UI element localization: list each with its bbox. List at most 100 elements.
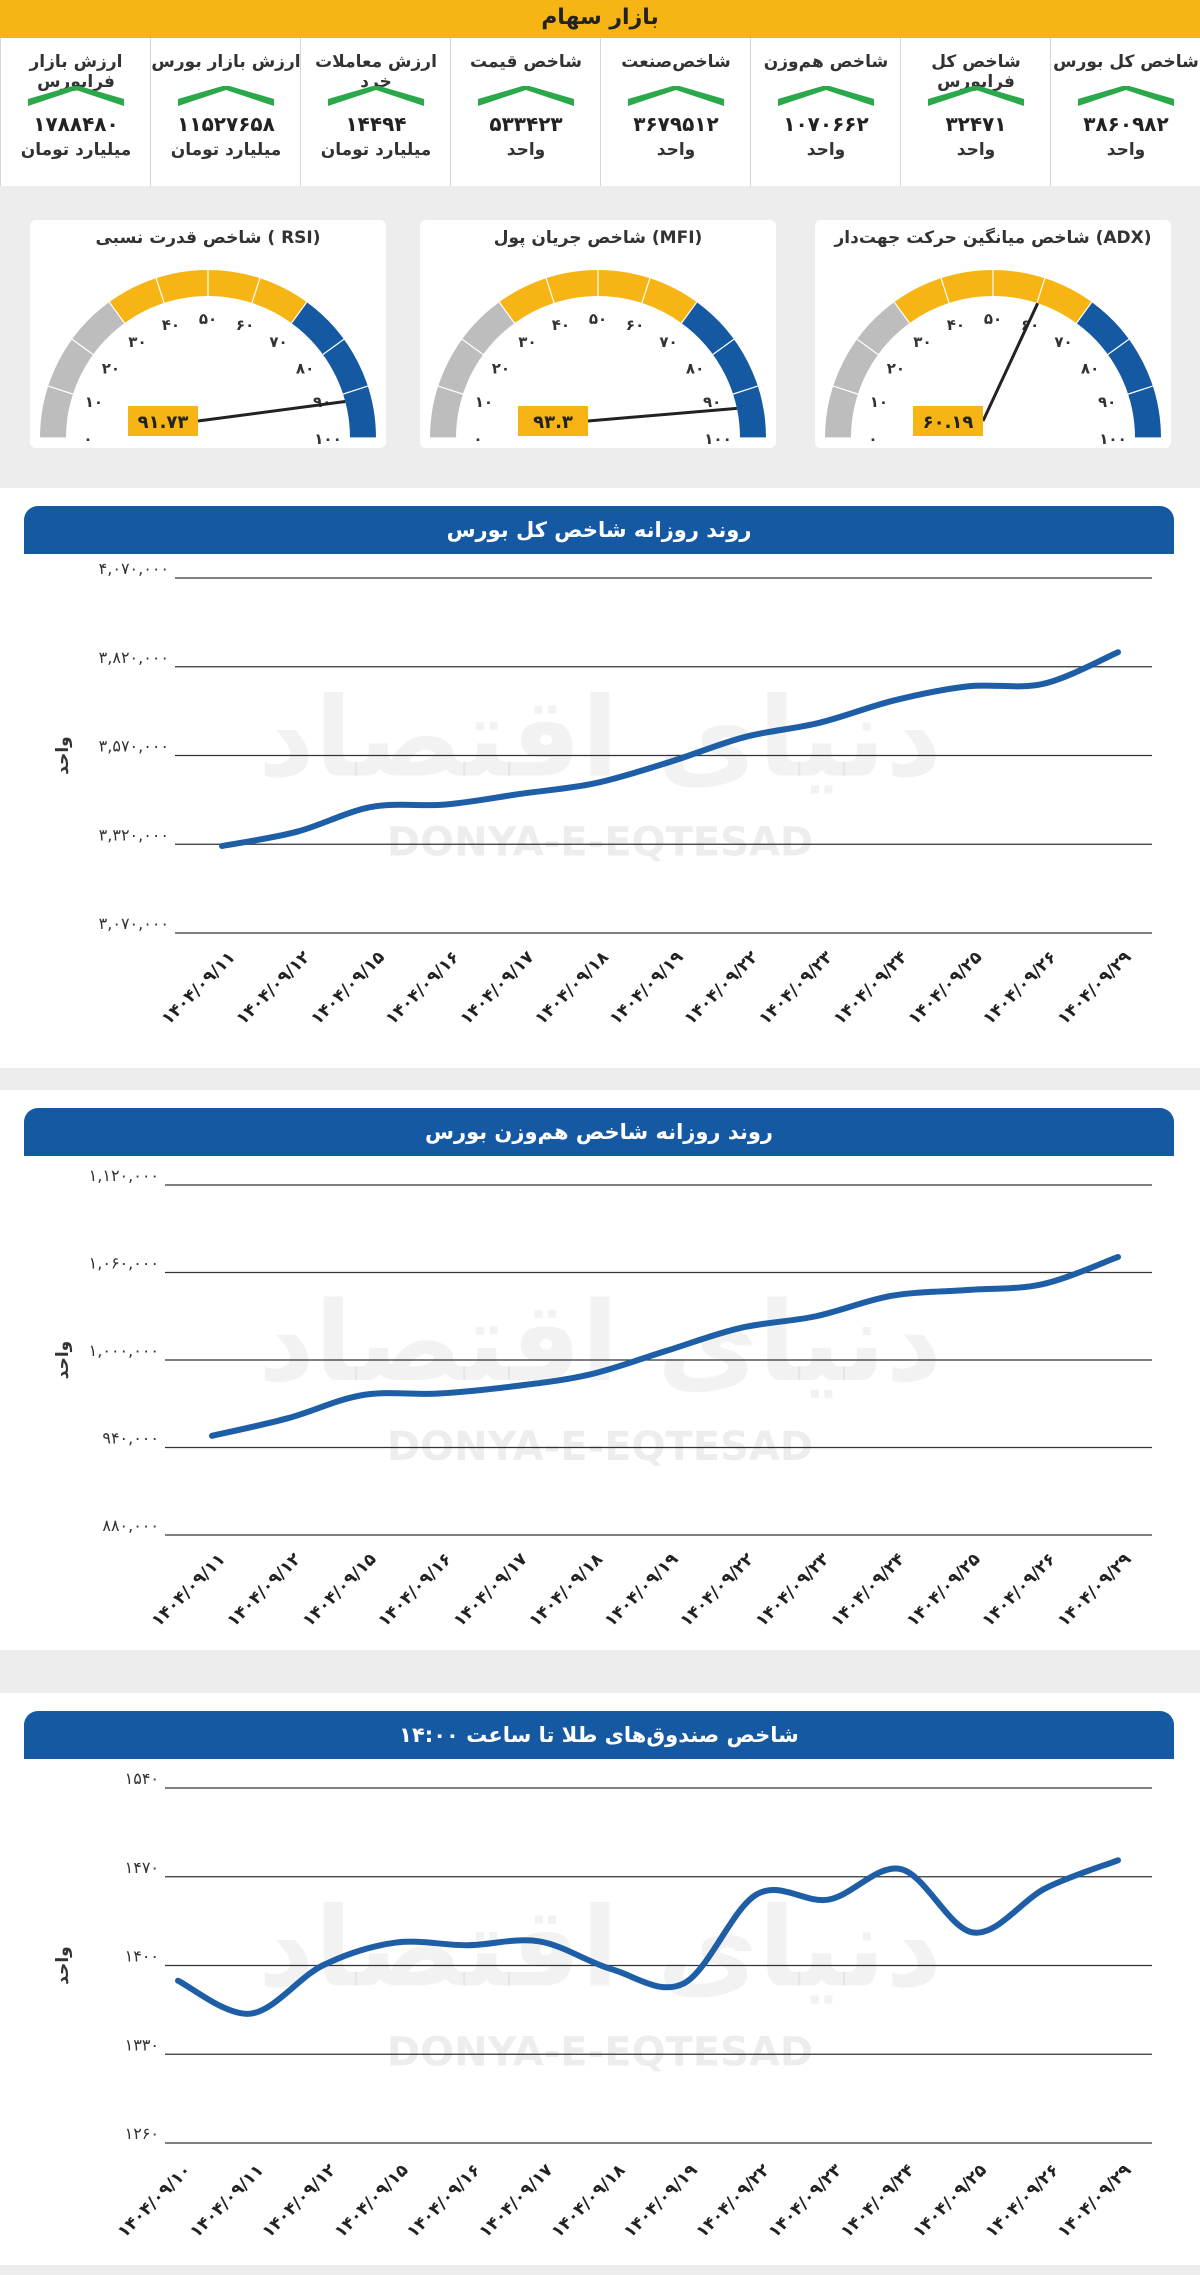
index-value: ۵۳۳۴۲۳ — [489, 112, 563, 136]
x-tick-label: ۱۴۰۴/۰۹/۱۸ — [548, 2160, 630, 2242]
gauge-title: شاخص میانگین حرکت جهت‌دار (ADX) — [834, 228, 1152, 248]
gauge-tick-label: ۳۰ — [518, 333, 536, 351]
gauge-needle — [197, 400, 346, 423]
index-value: ۱۷۸۸۴۸۰ — [33, 112, 119, 136]
gauge-tick-label: ۶۰ — [236, 316, 254, 334]
watermark-logo: دنیای اقتصاد — [258, 1278, 942, 1406]
gauge-tick-label: ۷۰ — [1054, 333, 1072, 351]
gauge-tick-label: ۱۰ — [85, 393, 103, 411]
chart-title: روند روزانه شاخص کل بورس — [24, 506, 1174, 554]
gauge-tick-label: ۹۰ — [703, 393, 721, 411]
gauge-tick — [680, 301, 698, 324]
index-label: شاخص قیمت — [470, 52, 582, 72]
gauge-band-high — [1076, 302, 1161, 439]
up-arrow-icon — [928, 86, 1024, 106]
up-arrow-icon — [28, 86, 124, 106]
x-tick-label: ۱۴۰۴/۰۹/۲۲ — [676, 1549, 758, 1631]
y-tick-label: ۱,۱۲۰,۰۰۰ — [89, 1166, 159, 1185]
gauge-tick — [322, 338, 345, 356]
x-tick-label: ۱۴۰۴/۰۹/۱۷ — [475, 2160, 557, 2242]
gauge-tick — [251, 278, 261, 304]
y-tick-label: ۹۴۰,۰۰۰ — [102, 1429, 159, 1448]
x-tick-label: ۱۴۰۴/۰۹/۱۵ — [331, 2160, 413, 2242]
index-label: شاخص کل بورس — [1053, 52, 1199, 72]
index-unit: میلیارد تومان — [20, 140, 132, 160]
gauge-value-box — [913, 406, 983, 436]
y-tick-label: ۳,۸۲۰,۰۰۰ — [99, 648, 169, 667]
chart-panel-equal-weight-index: روند روزانه شاخص هم‌وزن بورس دنیای اقتصا… — [0, 1090, 1200, 1650]
x-tick-label: ۱۴۰۴/۰۹/۲۴ — [837, 2160, 919, 2242]
gauge-tick-label: ۱۰۰ — [314, 430, 341, 448]
index-unit: واحد — [956, 140, 996, 160]
gauge-tick — [1107, 338, 1130, 356]
y-tick-label: ۱,۰۶۰,۰۰۰ — [89, 1254, 159, 1273]
y-tick-label: ۳,۰۷۰,۰۰۰ — [99, 914, 169, 933]
y-tick-label: ۳,۳۲۰,۰۰۰ — [99, 825, 169, 844]
gauge-card: شاخص قدرت نسبی ( RSI) ۰ ۱۰ ۲۰ ۳۰ ۴۰ ۵۰ ۶۰ ۷۰ ۸۰ ۹۰… — [30, 220, 386, 448]
gauge-tick-label: ۱۰۰ — [1099, 430, 1126, 448]
gauge-tick — [155, 278, 165, 304]
gauge-tick-label: ۲۰ — [492, 359, 510, 377]
gauge-tick — [641, 278, 651, 304]
gauge-tick-label: ۱۰ — [870, 393, 888, 411]
y-tick-label: ۳,۵۷۰,۰۰۰ — [99, 737, 169, 756]
gauge-card: شاخص میانگین حرکت جهت‌دار (ADX) ۰ ۱۰ ۲۰ ۳۰ ۴۰… — [815, 220, 1171, 448]
index-unit: میلیارد تومان — [170, 140, 282, 160]
index-card: شاخص قیمت ۵۳۳۴۲۳ واحد — [450, 38, 601, 186]
gauge-tick-label: ۸۰ — [1081, 359, 1099, 377]
watermark-text: DONYA-E-EQTESAD — [387, 2030, 813, 2076]
header-bar: بازار سهام — [0, 0, 1200, 38]
gauge-tick-label: ۷۰ — [659, 333, 677, 351]
gauge-tick-label: ۵۰ — [589, 310, 607, 328]
y-axis-label: واحد — [53, 1341, 73, 1379]
gauge-tick — [48, 385, 74, 395]
index-value: ۳۲۴۷۱ — [945, 112, 1007, 136]
index-unit: واحد — [806, 140, 846, 160]
gauge-tick-label: ۷۰ — [269, 333, 287, 351]
x-tick-label: ۱۴۰۴/۰۹/۲۶ — [978, 1549, 1060, 1631]
x-tick-label: ۱۴۰۴/۰۹/۲۶ — [982, 2160, 1064, 2242]
gauge-tick-label: ۴۰ — [162, 316, 180, 334]
index-unit: واحد — [506, 140, 546, 160]
gauge-tick-label: ۸۰ — [686, 359, 704, 377]
gauge-band-low — [430, 302, 515, 439]
gauge-tick — [712, 338, 735, 356]
index-value: ۱۰۷۰۶۶۲ — [783, 112, 869, 136]
x-tick-label: ۱۴۰۴/۰۹/۲۳ — [755, 947, 837, 1029]
gauge-tick-label: ۳۰ — [128, 333, 146, 351]
x-tick-label: ۱۴۰۴/۰۹/۱۷ — [457, 947, 539, 1029]
x-tick-label: ۱۴۰۴/۰۹/۱۹ — [601, 1549, 683, 1631]
gauge-tick — [1036, 278, 1046, 304]
index-label: ارزش معاملات خرد — [315, 52, 437, 92]
index-card: شاخص کل فرابورس ۳۲۴۷۱ واحد — [900, 38, 1051, 186]
y-axis-label: واحد — [53, 1946, 73, 1984]
up-arrow-icon — [328, 86, 424, 106]
up-arrow-icon — [1078, 86, 1174, 106]
index-unit: واحد — [1106, 140, 1146, 160]
watermark-text: DONYA-E-EQTESAD — [387, 820, 813, 866]
gauge-tick — [833, 385, 859, 395]
gauge-tick — [1127, 385, 1153, 395]
index-card: شاخص‌صنعت ۳۶۷۹۵۱۲ واحد — [600, 38, 751, 186]
x-tick-label: ۱۴۰۴/۰۹/۱۵ — [307, 947, 389, 1029]
index-unit: واحد — [656, 140, 696, 160]
gauge-tick — [290, 301, 308, 324]
index-label: ارزش بازار بورس — [151, 52, 301, 72]
gauge-tick-label: ۶۰ — [626, 316, 644, 334]
gauge-value-box — [128, 406, 198, 436]
up-arrow-icon — [178, 86, 274, 106]
x-tick-label: ۱۴۰۴/۰۹/۱۶ — [403, 2160, 485, 2242]
gauge-card: شاخص جریان پول (MFI) ۰ ۱۰ ۲۰ ۳۰ ۴۰ ۵۰ ۶۰ ۷۰ ۸۰ ۹۰ ۱… — [420, 220, 776, 448]
x-tick-label: ۱۴۰۴/۰۹/۱۹ — [606, 947, 688, 1029]
gauge-tick — [71, 338, 94, 356]
gauge-tick — [545, 278, 555, 304]
y-axis-label: واحد — [53, 736, 73, 774]
x-tick-label: ۱۴۰۴/۰۹/۲۲ — [692, 2160, 774, 2242]
x-tick-label: ۱۴۰۴/۰۹/۱۱ — [186, 2160, 268, 2242]
total-index-chart: دنیای اقتصادDONYA-E-EQTESAD۳,۰۷۰,۰۰۰۳,۳۲… — [53, 559, 1152, 1029]
x-tick-label: ۱۴۰۴/۰۹/۲۵ — [905, 947, 987, 1029]
gauge-tick-label: ۲۰ — [887, 359, 905, 377]
gauge-tick — [856, 338, 879, 356]
index-label: شاخص هم‌وزن — [763, 52, 889, 72]
